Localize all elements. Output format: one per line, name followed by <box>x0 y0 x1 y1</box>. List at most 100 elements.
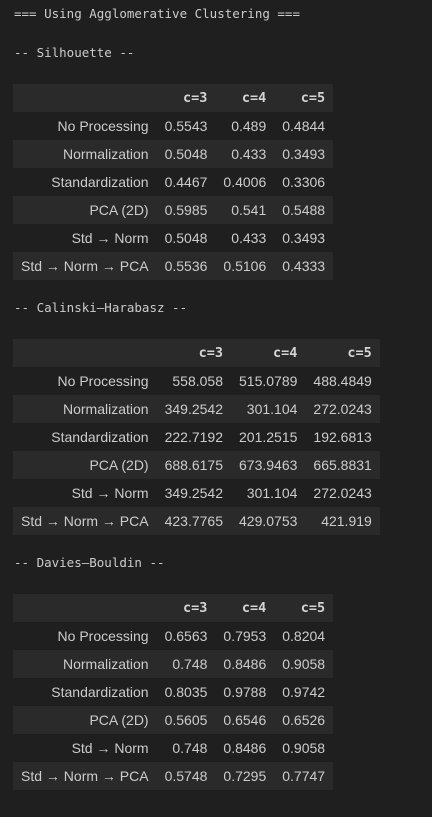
table-cell: 0.8035 <box>164 684 208 700</box>
row-label: PCA (2D) <box>89 202 149 218</box>
table-row: PCA (2D) 0.5605 0.6546 0.6526 <box>13 706 334 734</box>
table-cell: 0.4467 <box>164 174 208 190</box>
table-row: No Processing 558.058 515.0789 488.4849 <box>13 367 380 395</box>
row-label: PCA (2D) <box>89 457 149 473</box>
row-label: Std → Norm <box>71 485 149 501</box>
table-cell: 0.9058 <box>282 656 326 672</box>
table-row: No Processing 0.5543 0.489 0.4844 <box>13 112 333 140</box>
table-cell: 0.6526 <box>282 712 326 728</box>
column-header: c=3 <box>183 600 208 616</box>
table-cell: 0.541 <box>231 202 267 218</box>
column-header: c=3 <box>198 345 223 361</box>
silhouette-table: c=3 c=4 c=5 No Processing 0.5543 0.489 0… <box>13 84 334 280</box>
table-cell: 558.058 <box>172 373 223 389</box>
table-cell: 0.5543 <box>164 118 208 134</box>
table-cell: 0.9058 <box>282 740 326 756</box>
table-row: PCA (2D) 688.6175 673.9463 665.8831 <box>13 451 380 479</box>
table-cell: 0.7295 <box>223 768 267 784</box>
table-cell: 0.433 <box>231 146 267 162</box>
table-cell: 0.5488 <box>282 202 326 218</box>
row-label: Standardization <box>51 174 149 190</box>
index-header <box>13 339 157 367</box>
row-label: Normalization <box>63 656 149 672</box>
column-header: c=5 <box>300 600 326 616</box>
table-cell: 272.0243 <box>313 485 372 501</box>
column-header: c=4 <box>241 600 267 616</box>
table-cell: 688.6175 <box>164 457 223 473</box>
table-cell: 0.5536 <box>164 258 208 274</box>
table-cell: 423.7765 <box>164 513 223 529</box>
table-header-row: c=3 c=4 c=5 <box>13 339 380 367</box>
table-row: Normalization 349.2542 301.104 272.0243 <box>13 395 380 423</box>
table-cell: 201.2515 <box>239 429 298 445</box>
table-cell: 0.4333 <box>282 258 326 274</box>
table-cell: 0.5985 <box>164 202 208 218</box>
table-cell: 0.8204 <box>282 628 326 644</box>
row-label: Normalization <box>63 401 149 417</box>
table-row: PCA (2D) 0.5985 0.541 0.5488 <box>13 196 334 224</box>
table-row: Std → Norm 0.5048 0.433 0.3493 <box>13 224 333 252</box>
table-cell: 272.0243 <box>313 401 372 417</box>
table-row: Std → Norm 349.2542 301.104 272.0243 <box>13 479 380 507</box>
table-cell: 192.6813 <box>313 429 372 445</box>
row-label: No Processing <box>57 628 149 644</box>
table-row: No Processing 0.6563 0.7953 0.8204 <box>13 622 333 650</box>
table-cell: 301.104 <box>246 401 298 417</box>
table-cell: 0.3493 <box>282 146 326 162</box>
row-label: Std → Norm → PCA <box>21 513 149 529</box>
table-cell: 0.5605 <box>164 712 208 728</box>
row-label: Std → Norm → PCA <box>21 768 149 784</box>
table-cell: 488.4849 <box>313 373 372 389</box>
table-cell: 0.3306 <box>282 174 326 190</box>
table-cell: 421.919 <box>321 513 372 529</box>
section-heading-calinski-harabasz: -- Calinski–Harabasz -- <box>14 300 188 315</box>
row-label: Std → Norm <box>71 230 149 246</box>
table-row: Standardization 0.4467 0.4006 0.3306 <box>13 168 333 196</box>
table-cell: 0.8486 <box>223 656 267 672</box>
table-cell: 0.489 <box>231 118 267 134</box>
table-cell: 0.9742 <box>282 684 326 700</box>
table-cell: 0.5748 <box>164 768 208 784</box>
table-cell: 0.3493 <box>282 230 326 246</box>
row-label: No Processing <box>57 373 149 389</box>
column-header: c=5 <box>347 345 372 361</box>
column-header: c=3 <box>183 90 208 106</box>
table-row: Normalization 0.5048 0.433 0.3493 <box>13 140 334 168</box>
table-cell: 0.4006 <box>223 174 267 190</box>
table-cell: 222.7192 <box>164 429 223 445</box>
section-heading-davies-bouldin: -- Davies–Bouldin -- <box>14 555 165 570</box>
table-cell: 665.8831 <box>313 457 372 473</box>
column-header: c=4 <box>241 90 267 106</box>
table-row: Std → Norm → PCA 0.5748 0.7295 0.7747 <box>13 762 334 790</box>
table-cell: 0.5048 <box>164 146 208 162</box>
table-cell: 0.6563 <box>164 628 208 644</box>
table-cell: 0.9788 <box>223 684 267 700</box>
row-label: Standardization <box>51 429 149 445</box>
calinski-harabasz-table: c=3 c=4 c=5 No Processing 558.058 515.07… <box>13 339 380 535</box>
table-header-row: c=3 c=4 c=5 <box>13 84 334 112</box>
table-cell: 0.5106 <box>223 258 267 274</box>
index-header <box>13 594 157 622</box>
table-cell: 0.433 <box>231 230 267 246</box>
davies-bouldin-table: c=3 c=4 c=5 No Processing 0.6563 0.7953 … <box>13 594 334 790</box>
row-label: Standardization <box>51 684 149 700</box>
table-cell: 0.7747 <box>282 768 326 784</box>
table-cell: 0.7953 <box>223 628 267 644</box>
table-cell: 349.2542 <box>164 401 223 417</box>
table-row: Standardization 222.7192 201.2515 192.68… <box>13 423 380 451</box>
table-cell: 0.4844 <box>282 118 326 134</box>
index-header <box>13 84 157 112</box>
table-cell: 429.0753 <box>239 513 298 529</box>
table-cell: 0.8486 <box>223 740 267 756</box>
table-header-row: c=3 c=4 c=5 <box>13 594 334 622</box>
table-cell: 0.748 <box>172 740 208 756</box>
table-row: Std → Norm → PCA 0.5536 0.5106 0.4333 <box>13 252 334 280</box>
table-cell: 0.6546 <box>223 712 267 728</box>
table-row: Normalization 0.748 0.8486 0.9058 <box>13 650 334 678</box>
row-label: Std → Norm → PCA <box>21 258 149 274</box>
table-cell: 673.9463 <box>239 457 298 473</box>
table-cell: 0.5048 <box>164 230 208 246</box>
row-label: Normalization <box>63 146 149 162</box>
table-row: Standardization 0.8035 0.9788 0.9742 <box>13 678 333 706</box>
table-cell: 0.748 <box>172 656 208 672</box>
